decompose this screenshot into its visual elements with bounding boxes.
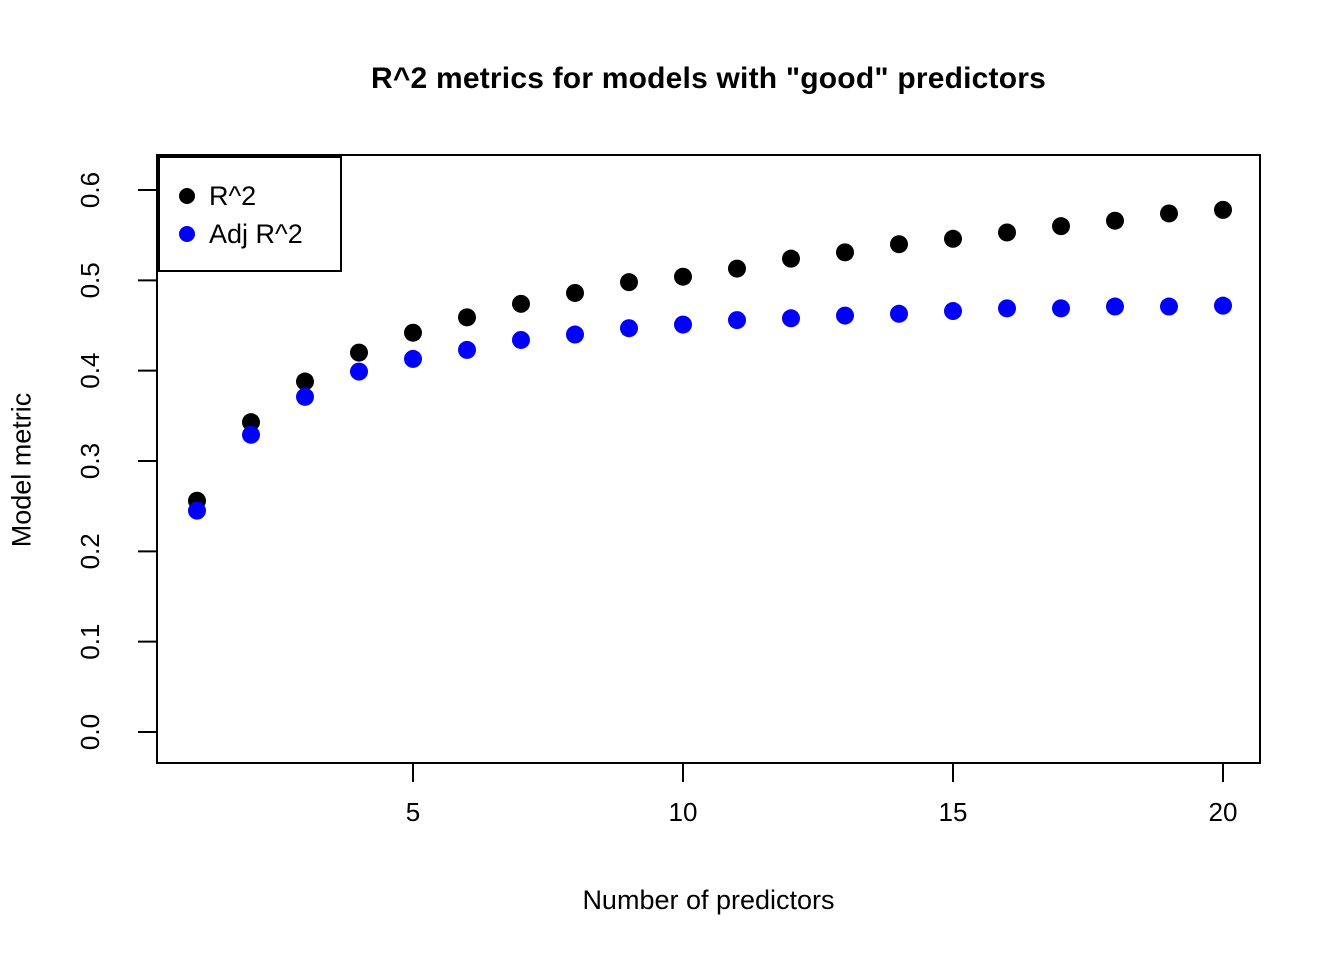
data-point-adj-r2 (1160, 297, 1178, 316)
data-point-adj-r2 (188, 501, 206, 520)
plot-box (156, 154, 1261, 764)
data-point-adj-r2 (890, 304, 908, 323)
data-point-r2 (944, 229, 962, 248)
data-point-adj-r2 (242, 425, 260, 444)
x-tick-label: 15 (939, 797, 968, 827)
data-point-r2 (890, 235, 908, 254)
data-point-adj-r2 (566, 325, 584, 344)
data-point-r2 (512, 294, 530, 313)
y-axis-label: Model metric (6, 392, 37, 548)
data-point-r2 (1106, 211, 1124, 230)
data-point-r2 (566, 283, 584, 302)
data-point-r2 (242, 413, 260, 432)
legend-label-r2: R^2 (209, 180, 257, 211)
data-point-r2 (404, 323, 422, 342)
y-tick-label: 0.2 (75, 533, 105, 569)
chart-title: R^2 metrics for models with "good" predi… (370, 62, 1047, 95)
data-point-adj-r2 (728, 311, 746, 330)
legend-item-adj-r2: Adj R^2 (160, 215, 340, 253)
data-point-r2 (674, 267, 692, 286)
r2-legend-dot-icon (179, 188, 195, 204)
data-point-r2 (782, 249, 800, 268)
data-point-r2 (620, 273, 638, 292)
x-tick-label: 10 (669, 797, 698, 827)
x-tick-label: 20 (1209, 797, 1238, 827)
data-point-r2 (998, 223, 1016, 242)
data-point-adj-r2 (836, 306, 854, 325)
data-point-adj-r2 (998, 299, 1016, 318)
data-point-adj-r2 (404, 349, 422, 368)
data-point-adj-r2 (350, 362, 368, 381)
y-tick-label: 0.6 (75, 172, 105, 208)
legend: R^2 Adj R^2 (158, 156, 342, 272)
y-tick-label: 0.3 (75, 443, 105, 479)
data-point-adj-r2 (1052, 299, 1070, 318)
data-point-r2 (1214, 200, 1232, 219)
data-point-adj-r2 (1214, 296, 1232, 315)
legend-item-r2: R^2 (160, 177, 340, 215)
data-point-adj-r2 (674, 315, 692, 334)
data-point-adj-r2 (458, 340, 476, 359)
data-point-adj-r2 (1106, 297, 1124, 316)
data-point-r2 (1052, 217, 1070, 236)
data-point-r2 (1160, 204, 1178, 223)
data-point-adj-r2 (944, 302, 962, 321)
data-point-r2 (350, 343, 368, 362)
legend-label-adj-r2: Adj R^2 (209, 218, 303, 249)
y-tick-label: 0.1 (75, 624, 105, 660)
adj-r2-legend-dot-icon (179, 226, 195, 242)
data-point-r2 (728, 259, 746, 278)
y-tick-label: 0.0 (75, 714, 105, 750)
x-tick-label: 5 (406, 797, 420, 827)
data-point-r2 (296, 372, 314, 391)
y-tick-label: 0.5 (75, 262, 105, 298)
data-point-adj-r2 (620, 319, 638, 338)
data-point-adj-r2 (782, 309, 800, 328)
data-point-r2 (458, 308, 476, 327)
data-point-r2 (836, 243, 854, 262)
data-point-adj-r2 (296, 387, 314, 406)
y-tick-label: 0.4 (75, 353, 105, 389)
data-point-adj-r2 (512, 330, 530, 349)
x-axis-label: Number of predictors (582, 885, 835, 915)
